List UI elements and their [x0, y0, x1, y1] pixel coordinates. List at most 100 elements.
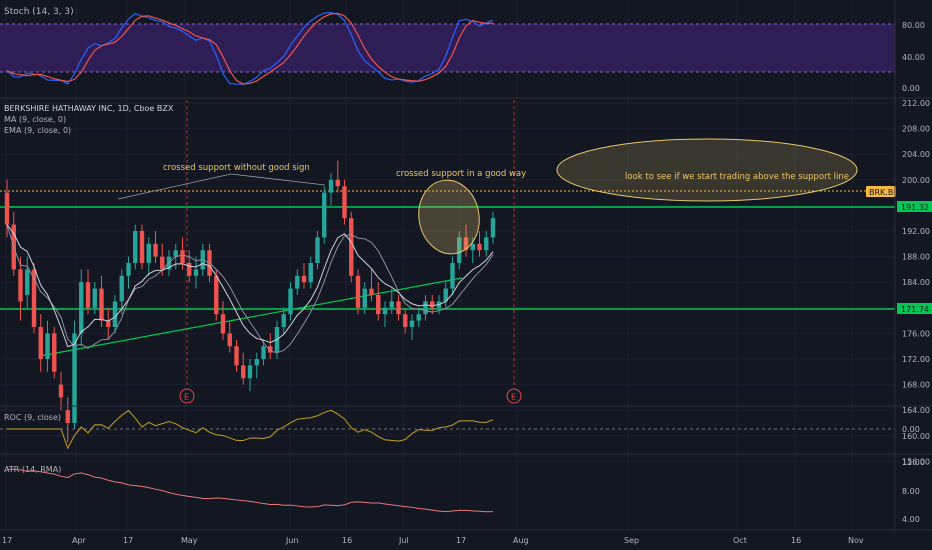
candle-body	[180, 250, 185, 263]
candle-body	[450, 263, 455, 289]
atr-axis-4: 4.00	[902, 515, 920, 524]
price-axis-label: 200.00	[902, 176, 930, 185]
atr-pane[interactable]: ATR (14, RMA) 12.00 8.00 4.00	[4, 458, 925, 524]
candle-body	[315, 237, 320, 263]
candle-body	[355, 275, 361, 308]
annotation-left[interactable]: crossed support without good sign	[163, 163, 310, 173]
candle-body	[349, 218, 354, 276]
candle-body	[187, 263, 192, 276]
price-axis-label: 172.00	[902, 355, 930, 364]
candle-body	[99, 288, 104, 321]
candle-body	[484, 237, 489, 251]
atr-axis-8: 8.00	[902, 487, 920, 496]
candle-body	[261, 346, 266, 359]
earnings-marker-label-jul: E	[511, 393, 516, 402]
x-axis-label: 16	[342, 536, 352, 545]
candle-body	[457, 237, 462, 263]
x-axis-label: 17	[123, 536, 133, 545]
support-lower-tag: 171.74	[901, 305, 929, 314]
candle-body	[328, 179, 334, 193]
price-axis-label: 164.00	[902, 406, 930, 415]
candle-body	[160, 256, 165, 270]
ticker-tag-box	[866, 186, 896, 197]
candle-body	[45, 333, 50, 359]
candle-body	[72, 333, 77, 423]
candle-body	[38, 327, 43, 359]
stoch-pane[interactable]: Stoch (14, 3, 3) 80.00 40.00 0.00	[0, 7, 925, 93]
candle-body	[65, 410, 70, 423]
x-axis-label: 17	[2, 536, 12, 545]
candle-body	[133, 231, 138, 263]
highlight-ellipse-large[interactable]	[556, 138, 858, 202]
price-pane[interactable]: BERKSHIRE HATHAWAY INC, 1D, Cboe BZX MA …	[0, 99, 932, 466]
stoch-axis-40: 40.00	[902, 53, 925, 62]
symbol-title: BERKSHIRE HATHAWAY INC, 1D, Cboe BZX	[4, 104, 174, 113]
annotation-connector-left	[117, 173, 232, 200]
price-axis-label: 208.00	[902, 125, 930, 134]
x-axis-label: Oct	[733, 536, 747, 545]
atr-line	[6, 468, 494, 513]
price-axis-label: 160.00	[902, 432, 930, 441]
candle-body	[92, 288, 97, 308]
x-axis-label: Nov	[848, 536, 864, 545]
candle-body	[52, 333, 57, 372]
time-axis[interactable]: 17 Apr 17 May Jun 16 Jul 17 Aug Sep Oct 16 Nov	[2, 536, 864, 545]
support-upper-tag-box	[897, 201, 932, 212]
candle-body	[389, 301, 394, 308]
candle-body	[153, 243, 158, 257]
candle-body	[193, 269, 199, 276]
candle-body	[106, 320, 111, 327]
candle-body	[234, 346, 239, 366]
candle-body	[369, 288, 374, 295]
candle-body	[126, 263, 131, 276]
earnings-marker-may[interactable]	[179, 388, 195, 404]
candle-body	[396, 301, 401, 315]
candle-body	[443, 288, 448, 302]
x-axis-label: Jun	[285, 536, 299, 545]
stoch-d-line	[6, 12, 494, 85]
support-upper-tag: 191.32	[901, 203, 929, 212]
candle-body	[423, 301, 428, 315]
stoch-overbought-band	[0, 24, 895, 72]
highlight-ellipse-small[interactable]	[413, 175, 485, 258]
price-axis-label: 184.00	[902, 278, 930, 287]
price-axis-label: 212.00	[902, 99, 930, 108]
ema-legend: EMA (9, close, 0)	[4, 126, 71, 135]
earnings-marker-jul[interactable]	[506, 388, 522, 404]
candle-body	[382, 307, 388, 315]
x-axis-label: Apr	[72, 536, 87, 545]
candle-body	[362, 288, 367, 308]
x-axis-label: 16	[791, 536, 801, 545]
candle-body	[281, 314, 286, 327]
candle-body	[139, 231, 145, 263]
roc-pane[interactable]: ROC (9, close) 0.00	[0, 409, 920, 450]
candle-body	[119, 275, 124, 302]
price-axis[interactable]: 212.00208.00204.00200.00196.00192.00188.…	[902, 99, 930, 466]
annotation-right[interactable]: look to see if we start trading above th…	[625, 172, 849, 182]
x-axis-label: Sep	[624, 536, 639, 545]
earnings-marker-label-may: E	[184, 393, 189, 402]
price-axis-label: 168.00	[902, 381, 930, 390]
atr-axis-12: 12.00	[902, 458, 925, 467]
candle-body	[31, 269, 37, 327]
ticker-tag: BRK.B	[869, 188, 893, 197]
candle-body	[409, 320, 415, 327]
candle-body	[477, 243, 482, 251]
candle-body	[227, 333, 232, 347]
annotation-middle[interactable]: crossed support in a good way	[396, 169, 526, 179]
candle-body	[430, 301, 435, 308]
candle-body	[25, 269, 30, 295]
candle-body	[308, 263, 313, 283]
price-axis-label: 204.00	[902, 150, 930, 159]
candle-body	[220, 314, 226, 334]
x-axis-label: Jul	[398, 536, 409, 545]
stoch-axis-80: 80.00	[902, 21, 925, 30]
candle-body	[85, 282, 91, 308]
atr-title: ATR (14, RMA)	[4, 465, 61, 474]
candle-body	[295, 275, 300, 289]
price-axis-label: 176.00	[902, 329, 930, 338]
candle-body	[247, 365, 253, 379]
candle-body	[403, 314, 408, 327]
